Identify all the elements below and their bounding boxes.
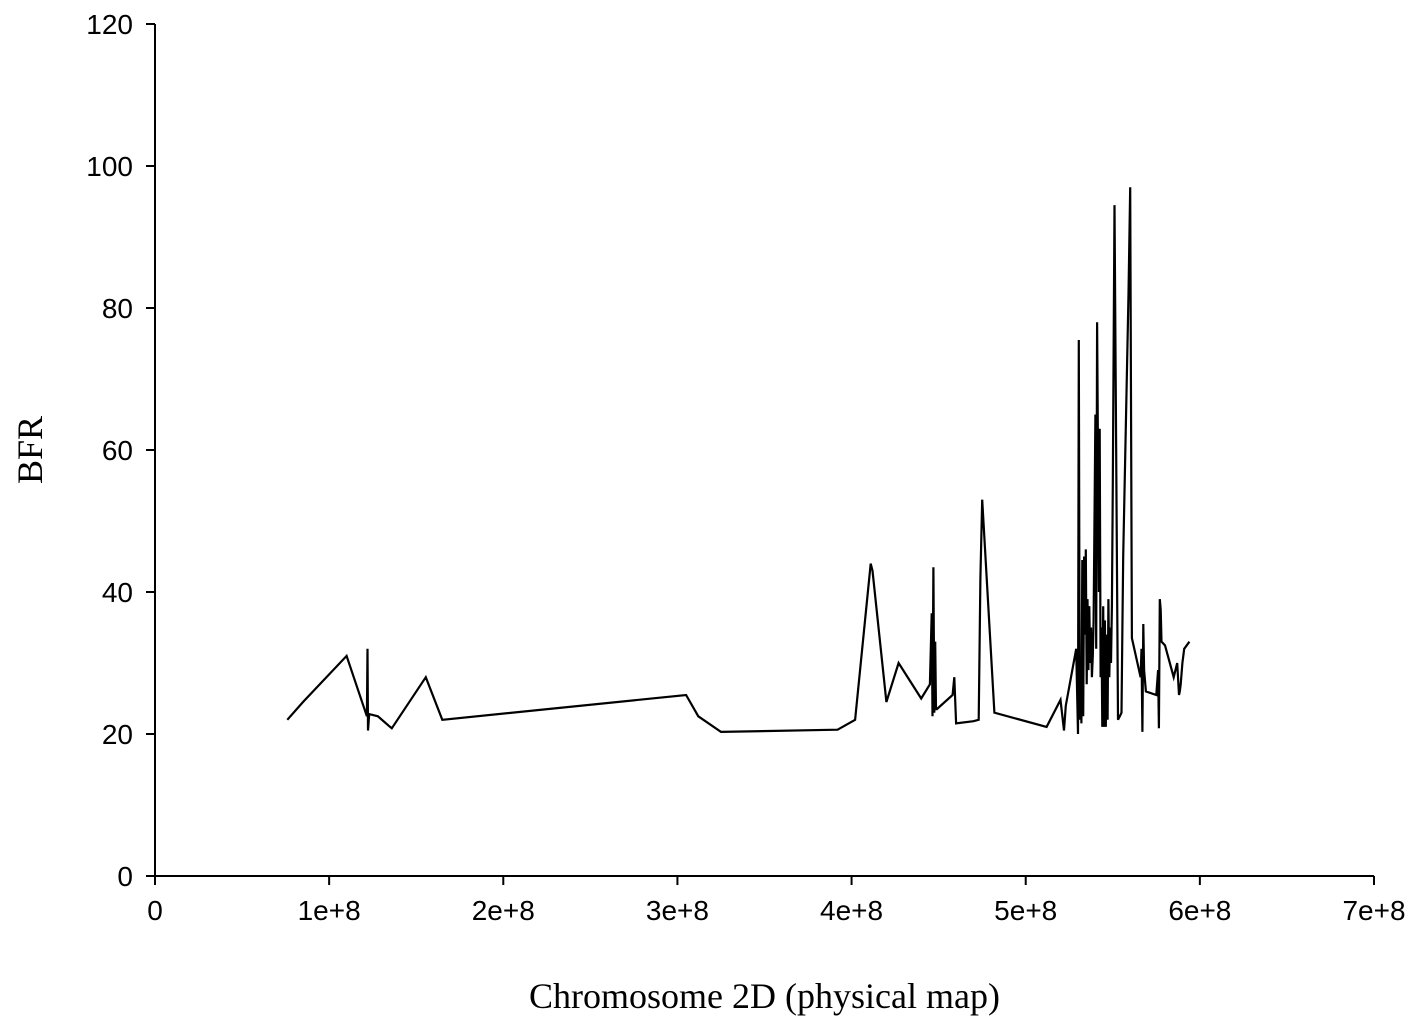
x-tick-label: 4e+8 — [820, 895, 883, 926]
y-tick-label: 40 — [102, 577, 133, 608]
x-tick-label: 2e+8 — [472, 895, 535, 926]
plot-area-frame — [154, 24, 1374, 877]
x-tick-label: 1e+8 — [298, 895, 361, 926]
x-tick-label: 7e+8 — [1342, 895, 1405, 926]
series-layer — [286, 187, 1191, 735]
y-tick-label: 60 — [102, 435, 133, 466]
x-axis-ticks: 0 1e+8 2e+8 3e+8 4e+8 5e+8 6e+8 7e+8 — [147, 876, 1406, 926]
x-axis-title: Chromosome 2D (physical map) — [529, 976, 1000, 1016]
x-tick-label: 6e+8 — [1168, 895, 1231, 926]
x-tick-label: 0 — [147, 895, 163, 926]
y-axis-title: BFR — [10, 416, 50, 484]
y-tick-label: 0 — [117, 861, 133, 892]
y-axis-ticks: 0 20 40 60 80 100 120 — [86, 9, 155, 892]
y-tick-label: 100 — [86, 151, 133, 182]
y-tick-label: 20 — [102, 719, 133, 750]
x-tick-label: 3e+8 — [646, 895, 709, 926]
y-tick-label: 80 — [102, 293, 133, 324]
y-tick-label: 120 — [86, 9, 133, 40]
series-line — [286, 187, 1191, 735]
x-tick-label: 5e+8 — [994, 895, 1057, 926]
